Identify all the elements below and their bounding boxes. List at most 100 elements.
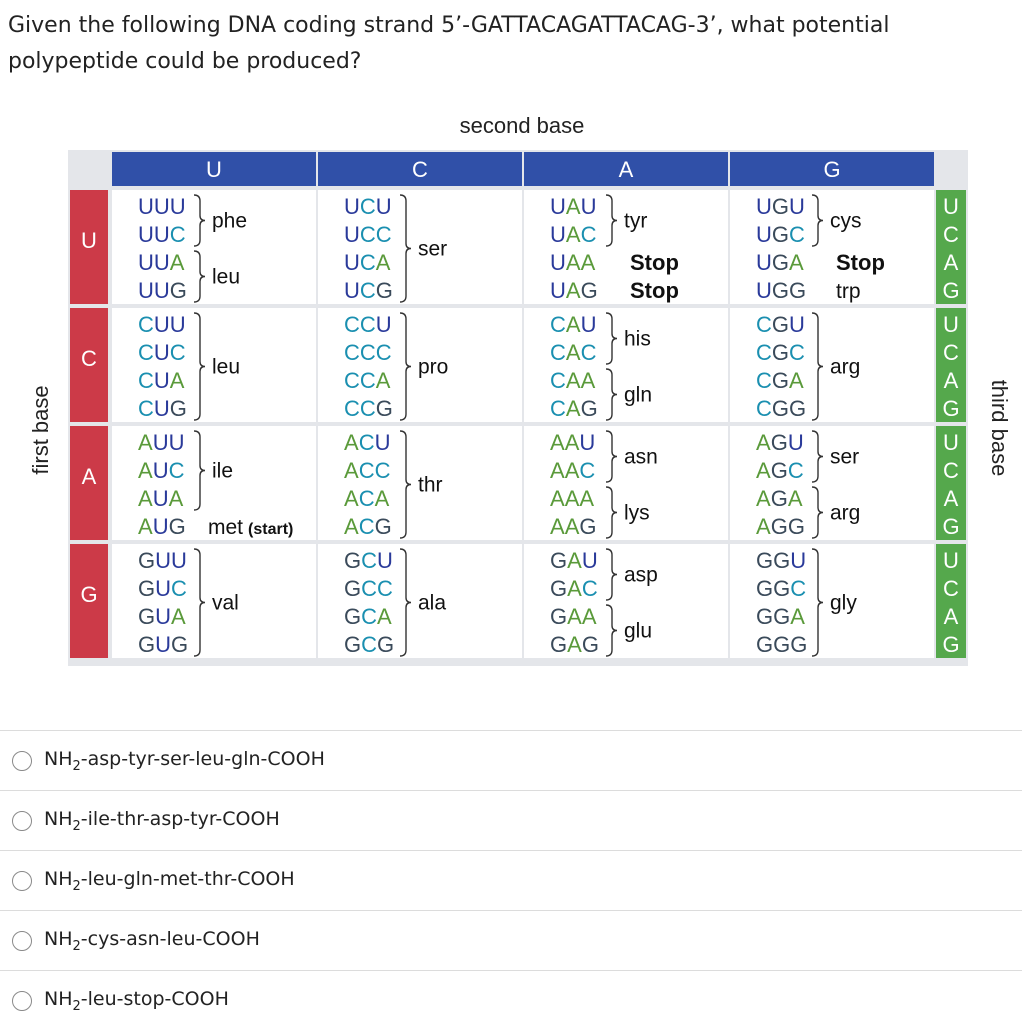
brace-mark (399, 312, 412, 421)
radio-button[interactable] (12, 930, 32, 951)
codon-label: CCA (344, 368, 391, 393)
third-base-label: A (944, 604, 959, 629)
answer-option-label[interactable]: NH2-ile-thr-asp-tyr-COOH (44, 807, 280, 834)
answer-option-label[interactable]: NH2-leu-stop-COOH (44, 987, 229, 1014)
second-base-label: G (823, 157, 840, 182)
amino-acid-label: ser (418, 238, 447, 261)
codon-label: CCU (344, 312, 392, 337)
third-base-label: G (942, 278, 959, 303)
brace-mark (605, 194, 618, 247)
codon-label: UUC (138, 222, 186, 247)
codon-cell (112, 190, 316, 304)
amino-acid-label: lys (624, 502, 650, 525)
brace-mark (605, 486, 618, 539)
codon-label: UCA (344, 250, 391, 275)
codon-label: CAA (550, 368, 596, 393)
brace-mark (193, 430, 206, 511)
codon-label: GUC (138, 576, 187, 601)
third-base-label: U (943, 548, 959, 573)
codon-cell (318, 426, 522, 540)
brace-mark (605, 548, 618, 601)
amino-acid-label: gln (624, 384, 652, 407)
codon-cell (524, 544, 728, 658)
codon-cell (112, 308, 316, 422)
codon-label: UCG (344, 278, 393, 303)
codon-label: UGA (756, 250, 804, 275)
brace-mark (811, 194, 824, 247)
answer-option[interactable]: NH2-leu-stop-COOH (0, 970, 1022, 1030)
codon-cell (730, 426, 934, 540)
answer-option-label[interactable]: NH2-cys-asn-leu-COOH (44, 927, 260, 954)
codon-label: CCG (344, 396, 393, 421)
third-base-label: A (944, 368, 959, 393)
third-base-title: third base (987, 380, 1012, 477)
answer-option-label[interactable]: NH2-asp-tyr-ser-leu-gln-COOH (44, 747, 325, 774)
codon-label: CAG (550, 396, 598, 421)
amino-acid-label: thr (418, 474, 443, 497)
amino-acid-label: ile (212, 460, 233, 483)
brace-mark (811, 312, 824, 421)
amino-acid-label: ala (418, 592, 446, 615)
codon-cell (112, 544, 316, 658)
codon-label: AGG (756, 514, 805, 539)
codon-label: GAG (550, 632, 599, 657)
amino-acid-label: arg (830, 502, 860, 525)
answer-option[interactable]: NH2-leu-gln-met-thr-COOH (0, 850, 1022, 910)
brace-mark (193, 312, 206, 421)
codon-table: U C A GUUCAGCUCAGAUCAGGUCAGUUUUUCUUAUUGphel… (28, 113, 1012, 666)
codon-cell (318, 308, 522, 422)
codon-label: GGU (756, 548, 806, 573)
radio-button[interactable] (12, 810, 32, 831)
codon-label: AUC (138, 458, 185, 483)
third-base-column (936, 426, 966, 540)
brace-mark (605, 430, 618, 483)
answer-option[interactable]: NH2-asp-tyr-ser-leu-gln-COOH (0, 730, 1022, 790)
third-base-label: C (943, 576, 959, 601)
codon-label: CUG (138, 396, 187, 421)
second-base-header (730, 152, 934, 186)
codon-label: GGG (756, 632, 807, 657)
codon-cell (524, 308, 728, 422)
codon-label: UAG (550, 278, 598, 303)
brace-mark (811, 486, 824, 539)
question-text: Given the following DNA coding strand 5’… (8, 8, 1008, 80)
answer-option[interactable]: NH2-cys-asn-leu-COOH (0, 910, 1022, 970)
answer-options: NH2-asp-tyr-ser-leu-gln-COOH NH2-ile-thr… (0, 730, 1022, 1030)
codon-label: UUU (138, 194, 186, 219)
codon-label: CAC (550, 340, 597, 365)
codon-label: AGC (756, 458, 804, 483)
second-base-label: C (412, 157, 428, 182)
codon-label: CGA (756, 368, 804, 393)
codon-label: CAU (550, 312, 596, 337)
codon-label: CGG (756, 396, 806, 421)
first-base-label: G (80, 582, 97, 607)
radio-button[interactable] (12, 750, 32, 771)
radio-button[interactable] (12, 870, 32, 891)
amino-acid-label: ser (830, 446, 859, 469)
first-base-header (70, 190, 108, 304)
codon-label: UGC (756, 222, 805, 247)
amino-acid-label: Stop (836, 250, 885, 275)
codon-label: GCU (344, 548, 393, 573)
codon-label: CGC (756, 340, 805, 365)
amino-acid-label: leu (212, 356, 240, 379)
amino-acid-label: met (start) (208, 516, 293, 539)
answer-option[interactable]: NH2-ile-thr-asp-tyr-COOH (0, 790, 1022, 850)
codon-cell (318, 544, 522, 658)
third-base-label: C (943, 340, 959, 365)
amino-acid-label: leu (212, 266, 240, 289)
codon-label: AUG (138, 514, 186, 539)
amino-acid-label: cys (830, 210, 862, 233)
codon-label: UGG (756, 278, 806, 303)
codon-label: AAA (550, 486, 594, 511)
question-line-1: Given the following DNA coding strand 5’… (8, 13, 890, 38)
first-base-label: A (82, 464, 97, 489)
codon-label: ACG (344, 514, 392, 539)
codon-label: UUG (138, 278, 187, 303)
radio-button[interactable] (12, 990, 32, 1011)
codon-label: CCC (344, 340, 392, 365)
answer-option-label[interactable]: NH2-leu-gln-met-thr-COOH (44, 867, 295, 894)
codon-label: UUA (138, 250, 185, 275)
amino-acid-label: asp (624, 564, 658, 587)
codon-label: UAA (550, 250, 596, 275)
